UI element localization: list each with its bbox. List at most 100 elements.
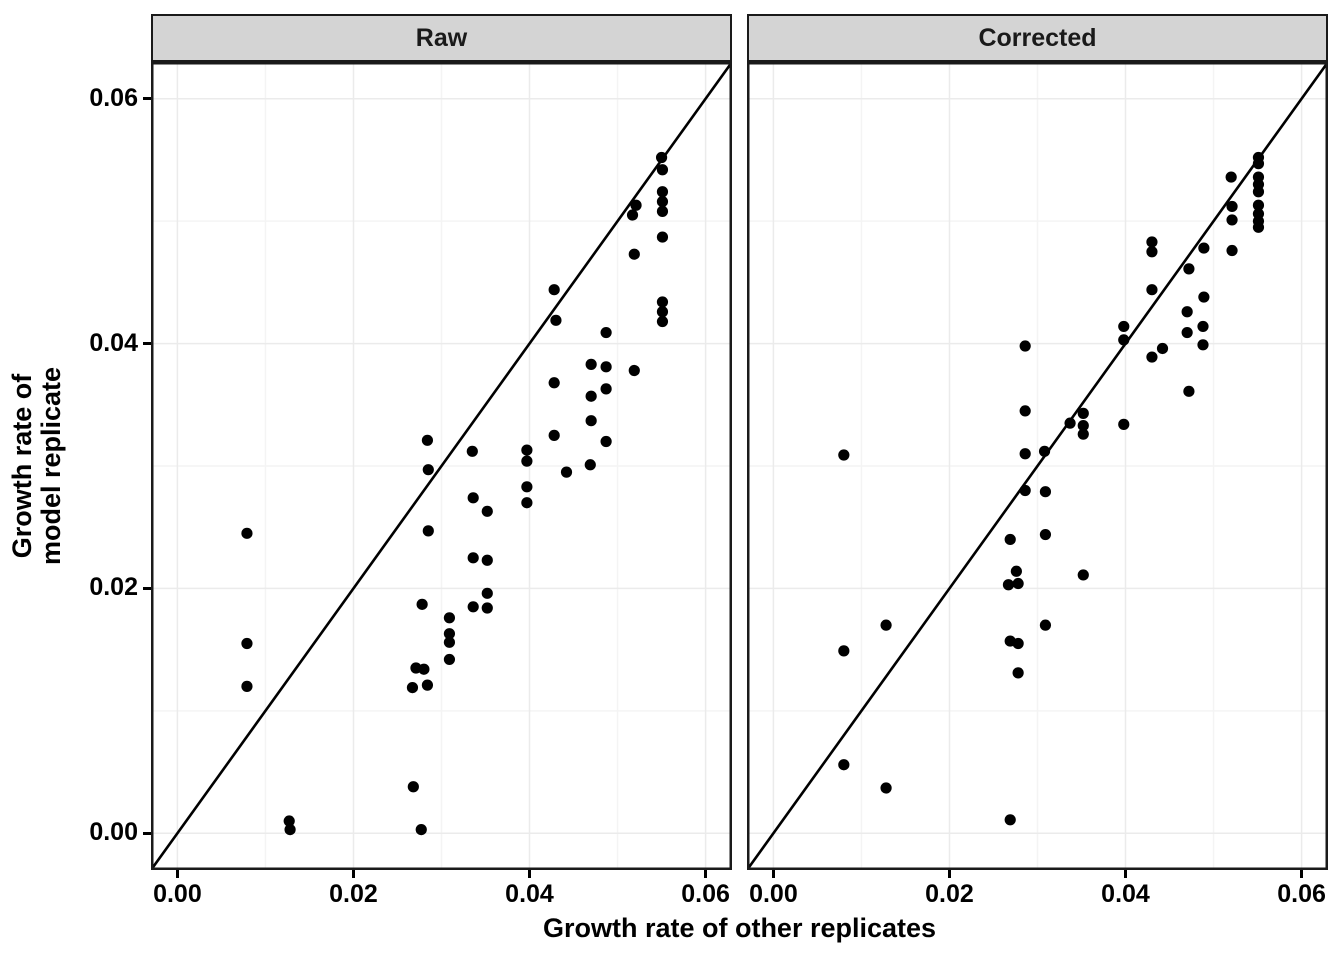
data-point xyxy=(443,653,456,666)
data-point xyxy=(1118,418,1130,430)
data-point xyxy=(1198,291,1210,303)
identity-line xyxy=(747,62,1328,870)
data-point xyxy=(838,449,850,461)
y-tick-label: 0.00 xyxy=(89,818,138,847)
y-axis-title: Growth rate of model replicate xyxy=(7,206,66,726)
data-point xyxy=(1181,306,1193,318)
data-point xyxy=(1198,242,1210,254)
data-point xyxy=(467,492,479,504)
data-point xyxy=(1252,186,1265,198)
data-point xyxy=(1077,420,1089,432)
data-point xyxy=(422,464,434,476)
data-point xyxy=(421,434,434,446)
data-point xyxy=(548,284,560,296)
data-point xyxy=(1197,320,1209,333)
data-point xyxy=(467,601,479,613)
data-point xyxy=(1064,417,1076,429)
data-point xyxy=(656,186,669,198)
y-tick-label: 0.06 xyxy=(89,83,138,112)
y-axis-title-line2: model replicate xyxy=(36,366,66,566)
data-point xyxy=(416,598,428,610)
data-point xyxy=(1004,814,1016,826)
x-tick-label: 0.00 xyxy=(749,880,798,908)
data-point xyxy=(415,824,427,836)
data-point xyxy=(1012,577,1024,590)
data-point xyxy=(521,481,533,493)
data-point xyxy=(241,637,253,650)
data-point xyxy=(1252,221,1265,233)
y-tick-mark xyxy=(143,342,151,345)
x-tick-label: 0.02 xyxy=(329,880,378,908)
data-point xyxy=(1183,385,1195,397)
data-point xyxy=(838,645,850,657)
data-point xyxy=(1004,533,1016,546)
data-point xyxy=(560,466,573,478)
x-tick-mark xyxy=(1300,870,1303,878)
facet-panel-raw xyxy=(151,62,732,870)
y-axis-title-line1: Growth rate of xyxy=(7,373,37,559)
y-tick-label: 0.04 xyxy=(89,328,138,357)
identity-line xyxy=(151,62,732,870)
data-point xyxy=(521,444,533,456)
data-point xyxy=(1226,244,1238,257)
y-tick-mark xyxy=(143,832,151,835)
data-point xyxy=(630,199,642,211)
data-point xyxy=(550,314,562,326)
x-tick-label: 0.06 xyxy=(681,880,730,908)
x-tick-mark xyxy=(528,870,531,878)
data-point xyxy=(1077,428,1089,440)
x-tick-label: 0.00 xyxy=(153,880,202,908)
data-point xyxy=(1039,619,1052,631)
data-point xyxy=(241,527,253,539)
data-point xyxy=(838,759,850,771)
data-point xyxy=(548,377,560,389)
y-tick-label: 0.02 xyxy=(89,573,138,602)
data-point xyxy=(481,505,493,517)
data-point xyxy=(585,390,597,402)
data-point xyxy=(241,680,253,692)
data-point xyxy=(1038,445,1051,457)
data-point xyxy=(418,663,430,675)
data-point xyxy=(1118,334,1130,346)
data-point xyxy=(628,248,640,260)
panel-border xyxy=(151,62,732,870)
data-point xyxy=(1146,351,1158,363)
x-axis-title: Growth rate of other replicates xyxy=(542,913,937,943)
data-point xyxy=(600,383,612,395)
x-tick-mark xyxy=(772,870,775,878)
data-point xyxy=(1077,407,1089,419)
data-point xyxy=(1146,246,1158,258)
facet-strip-raw: Raw xyxy=(151,14,732,62)
data-point xyxy=(656,315,669,328)
data-point xyxy=(1197,339,1209,351)
data-point xyxy=(1156,342,1169,355)
data-point xyxy=(1226,214,1238,226)
data-point xyxy=(656,205,669,217)
panel-border xyxy=(747,62,1328,870)
x-tick-label: 0.02 xyxy=(925,880,974,908)
data-point xyxy=(521,497,533,509)
facet-strip-corrected: Corrected xyxy=(747,14,1328,62)
data-point xyxy=(656,306,669,318)
data-point xyxy=(467,552,479,564)
data-point xyxy=(1012,637,1024,650)
data-point xyxy=(1019,405,1031,417)
data-point xyxy=(600,326,612,339)
data-point xyxy=(407,781,419,793)
data-point xyxy=(1039,528,1052,541)
data-point xyxy=(1146,236,1158,248)
data-point xyxy=(880,619,892,631)
data-point xyxy=(656,195,669,208)
data-point xyxy=(443,636,456,648)
x-tick-label: 0.06 xyxy=(1277,880,1326,908)
strip-label: Raw xyxy=(415,23,468,52)
data-point xyxy=(1118,320,1130,333)
data-point xyxy=(548,429,560,441)
data-point xyxy=(1181,326,1193,339)
data-point xyxy=(1010,565,1022,577)
x-tick-label: 0.04 xyxy=(1101,880,1150,908)
x-tick-mark xyxy=(1124,870,1127,878)
data-point xyxy=(655,151,668,164)
data-point xyxy=(1012,667,1024,679)
